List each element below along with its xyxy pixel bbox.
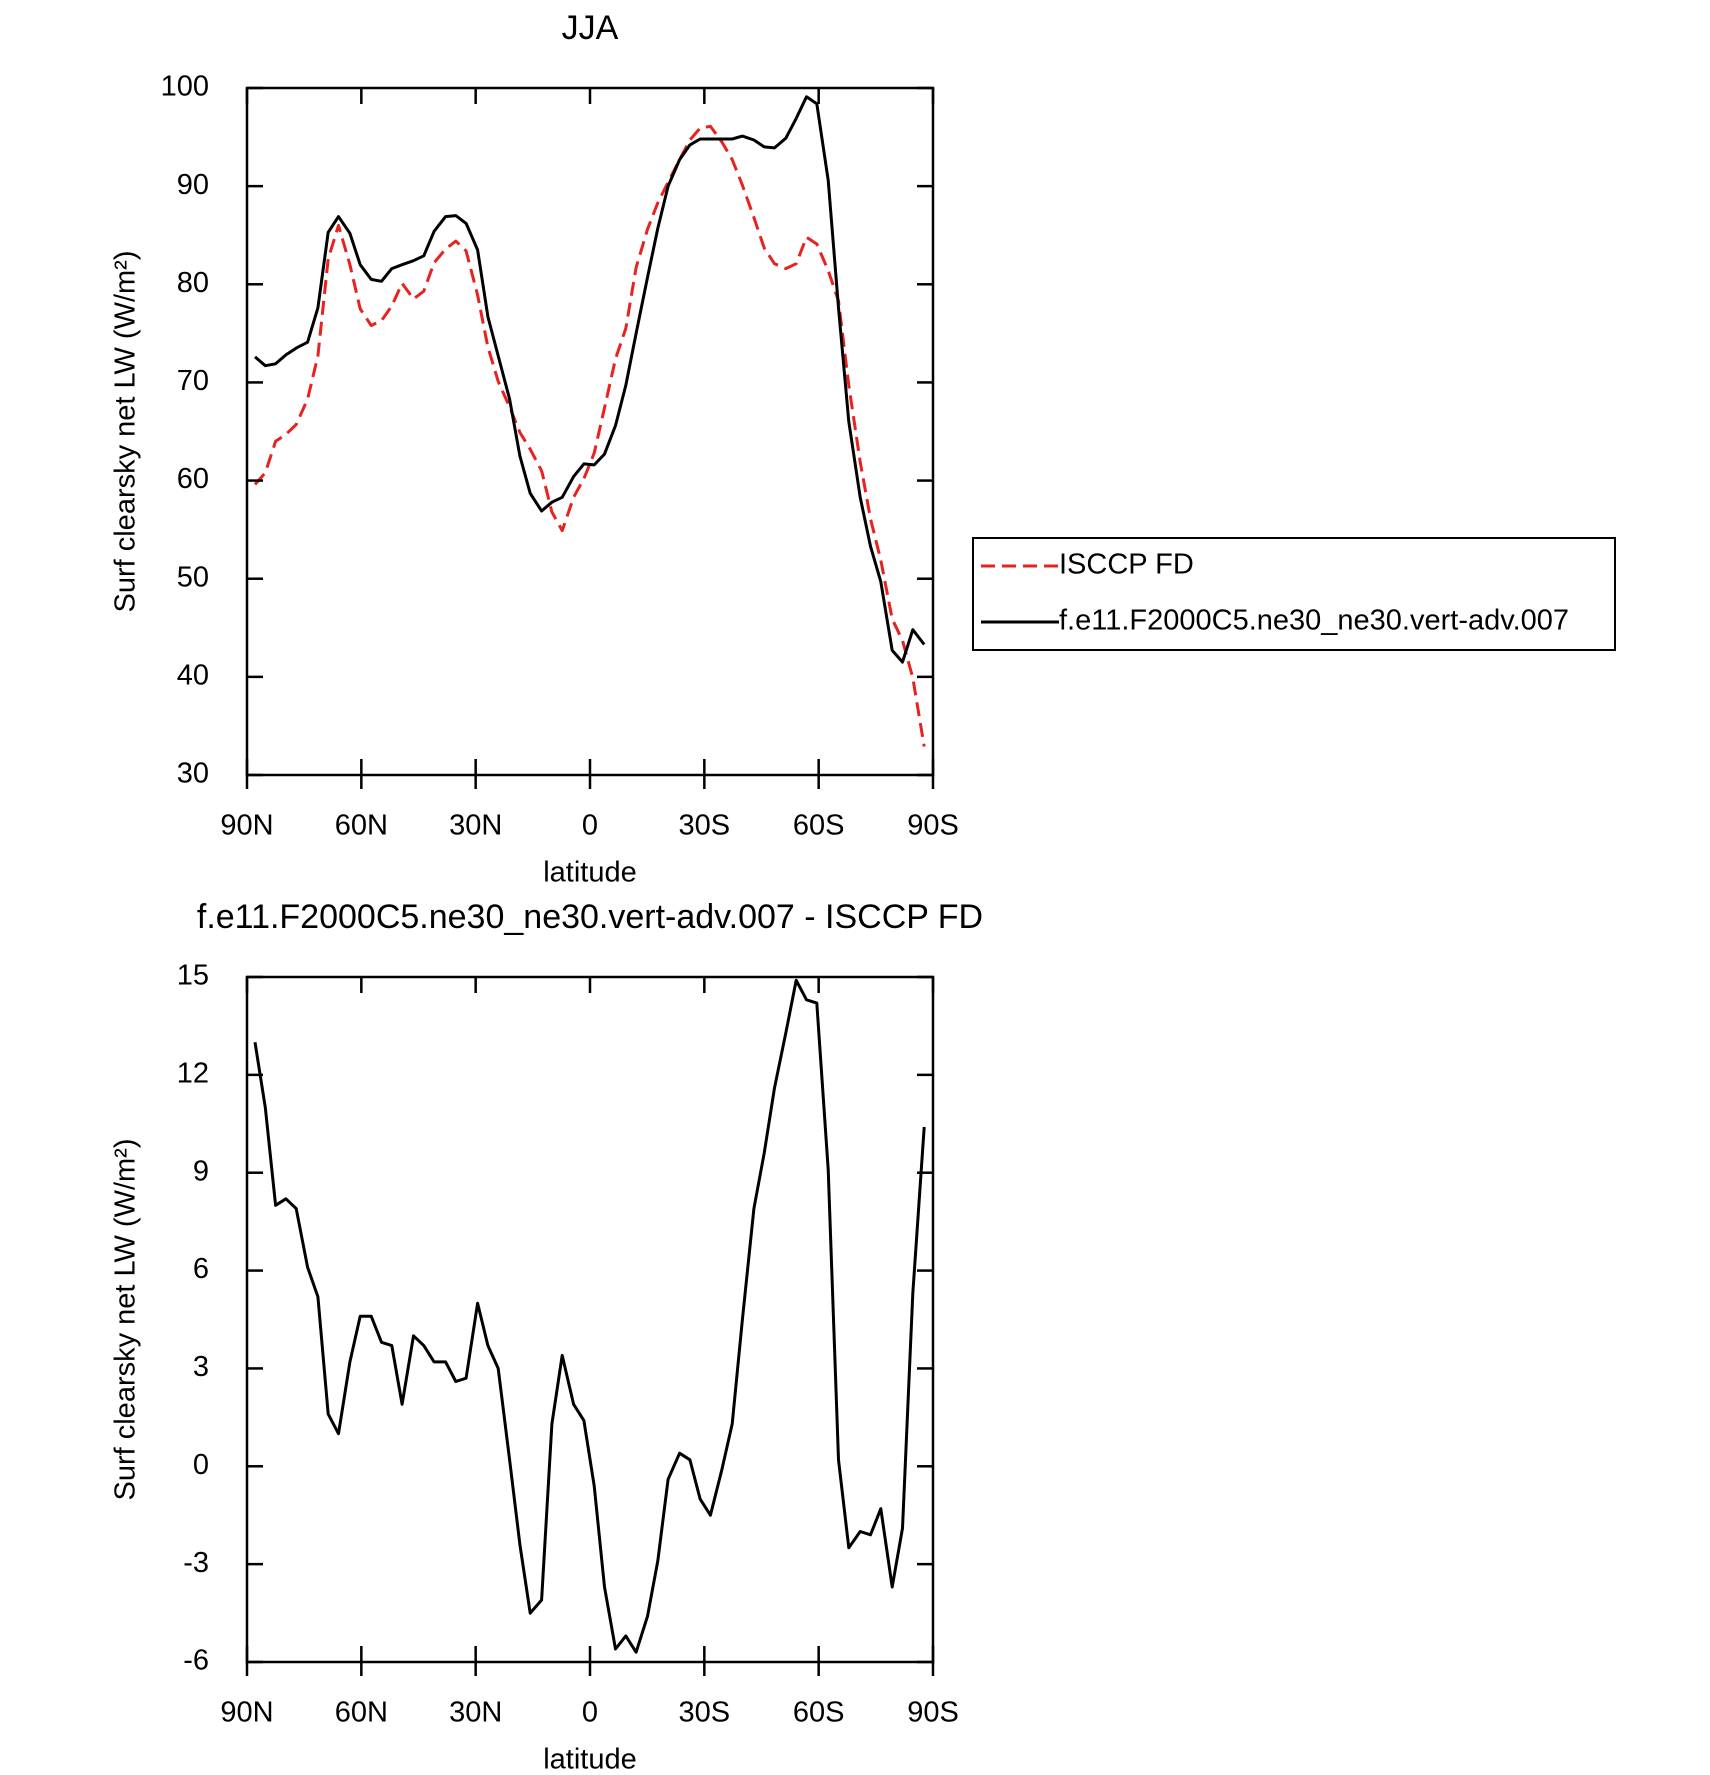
y-tick-label: 6 — [193, 1253, 209, 1285]
x-tick-label: 60S — [793, 1697, 845, 1729]
y-tick-label: 100 — [161, 71, 209, 103]
x-axis-label: latitude — [543, 857, 637, 889]
y-tick-label: 9 — [193, 1155, 209, 1187]
y-tick-label: 12 — [177, 1058, 209, 1090]
y-tick-label: 3 — [193, 1351, 209, 1383]
y-tick-label: 0 — [193, 1449, 209, 1481]
y-tick-label: -6 — [183, 1645, 209, 1677]
x-tick-label: 30N — [449, 810, 502, 842]
x-tick-label: 0 — [582, 810, 598, 842]
x-tick-label: 30S — [679, 810, 731, 842]
chart-title: JJA — [562, 9, 619, 47]
y-tick-label: 80 — [177, 267, 209, 299]
legend-label: f.e11.F2000C5.ne30_ne30.vert-adv.007 — [1059, 605, 1569, 637]
y-tick-label: 90 — [177, 169, 209, 201]
legend-box — [972, 537, 1616, 651]
x-tick-label: 60N — [335, 1697, 388, 1729]
y-tick-label: 15 — [177, 960, 209, 992]
y-axis-label: Surf clearsky net LW (W/m²) — [110, 251, 142, 613]
x-tick-label: 90S — [907, 810, 959, 842]
x-tick-label: 90S — [907, 1697, 959, 1729]
x-tick-label: 0 — [582, 1697, 598, 1729]
y-tick-label: -3 — [183, 1547, 209, 1579]
x-tick-label: 30S — [679, 1697, 731, 1729]
x-tick-label: 60S — [793, 810, 845, 842]
data-line — [253, 978, 926, 1654]
x-tick-label: 30N — [449, 1697, 502, 1729]
x-tick-label: 60N — [335, 810, 388, 842]
y-axis-label: Surf clearsky net LW (W/m²) — [110, 1139, 142, 1501]
y-tick-label: 60 — [177, 463, 209, 495]
data-line — [254, 95, 926, 664]
y-tick-label: 40 — [177, 660, 209, 692]
x-tick-label: 90N — [220, 1697, 273, 1729]
x-axis-label: latitude — [543, 1744, 637, 1775]
y-tick-label: 70 — [177, 365, 209, 397]
legend-label: ISCCP FD — [1059, 549, 1194, 581]
x-tick-label: 90N — [220, 810, 273, 842]
y-tick-label: 30 — [177, 758, 209, 790]
chart-title: f.e11.F2000C5.ne30_ne30.vert-adv.007 - I… — [197, 898, 983, 936]
y-tick-label: 50 — [177, 561, 209, 593]
